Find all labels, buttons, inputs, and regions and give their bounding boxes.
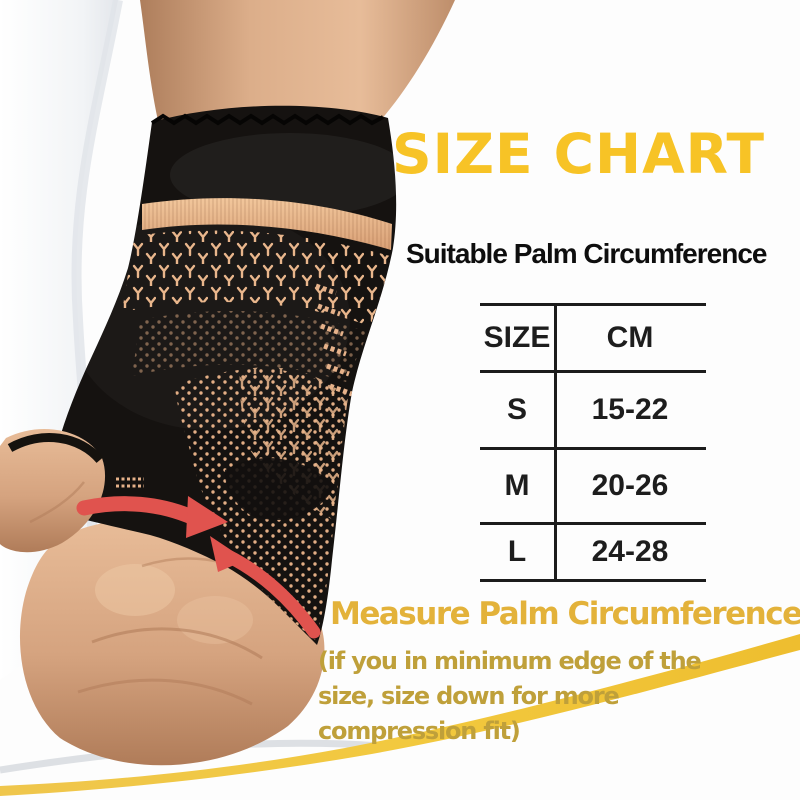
red-arrow-icon	[210, 536, 321, 639]
note-line: (if you in minimum edge of the	[318, 647, 702, 675]
size-range: 15-22	[591, 393, 669, 426]
cuff-zigzag-edge	[150, 113, 384, 126]
table-row: M 20-26	[480, 447, 706, 522]
red-arrow-icon	[76, 496, 228, 538]
size-label: M	[480, 450, 557, 522]
thumb-hole-rim	[7, 433, 104, 464]
size-chart-table: SIZE CM S 15-22 M 20-26 L 24-28	[480, 303, 706, 582]
note-line: size, size down for more	[318, 682, 620, 710]
note-body: (if you in minimum edge of the size, siz…	[318, 644, 738, 749]
size-label: L	[480, 525, 557, 579]
size-range: 24-28	[591, 535, 669, 568]
size-range: 20-26	[591, 469, 669, 502]
table-row: S 15-22	[480, 370, 706, 447]
copper-knit-pattern	[116, 198, 392, 640]
note-heading: Measure Palm Circumference	[330, 596, 800, 632]
fist	[19, 520, 325, 766]
page-title: SIZE CHART	[392, 122, 766, 186]
thumb	[0, 428, 106, 553]
subtitle: Suitable Palm Circumference	[406, 238, 767, 269]
size-label: S	[480, 373, 557, 447]
column-header-cm: CM	[606, 321, 654, 354]
note-line: compression fit)	[318, 717, 521, 745]
table-header-row: SIZE CM	[480, 306, 706, 370]
table-row: L 24-28	[480, 522, 706, 579]
column-header-size: SIZE	[480, 306, 557, 370]
